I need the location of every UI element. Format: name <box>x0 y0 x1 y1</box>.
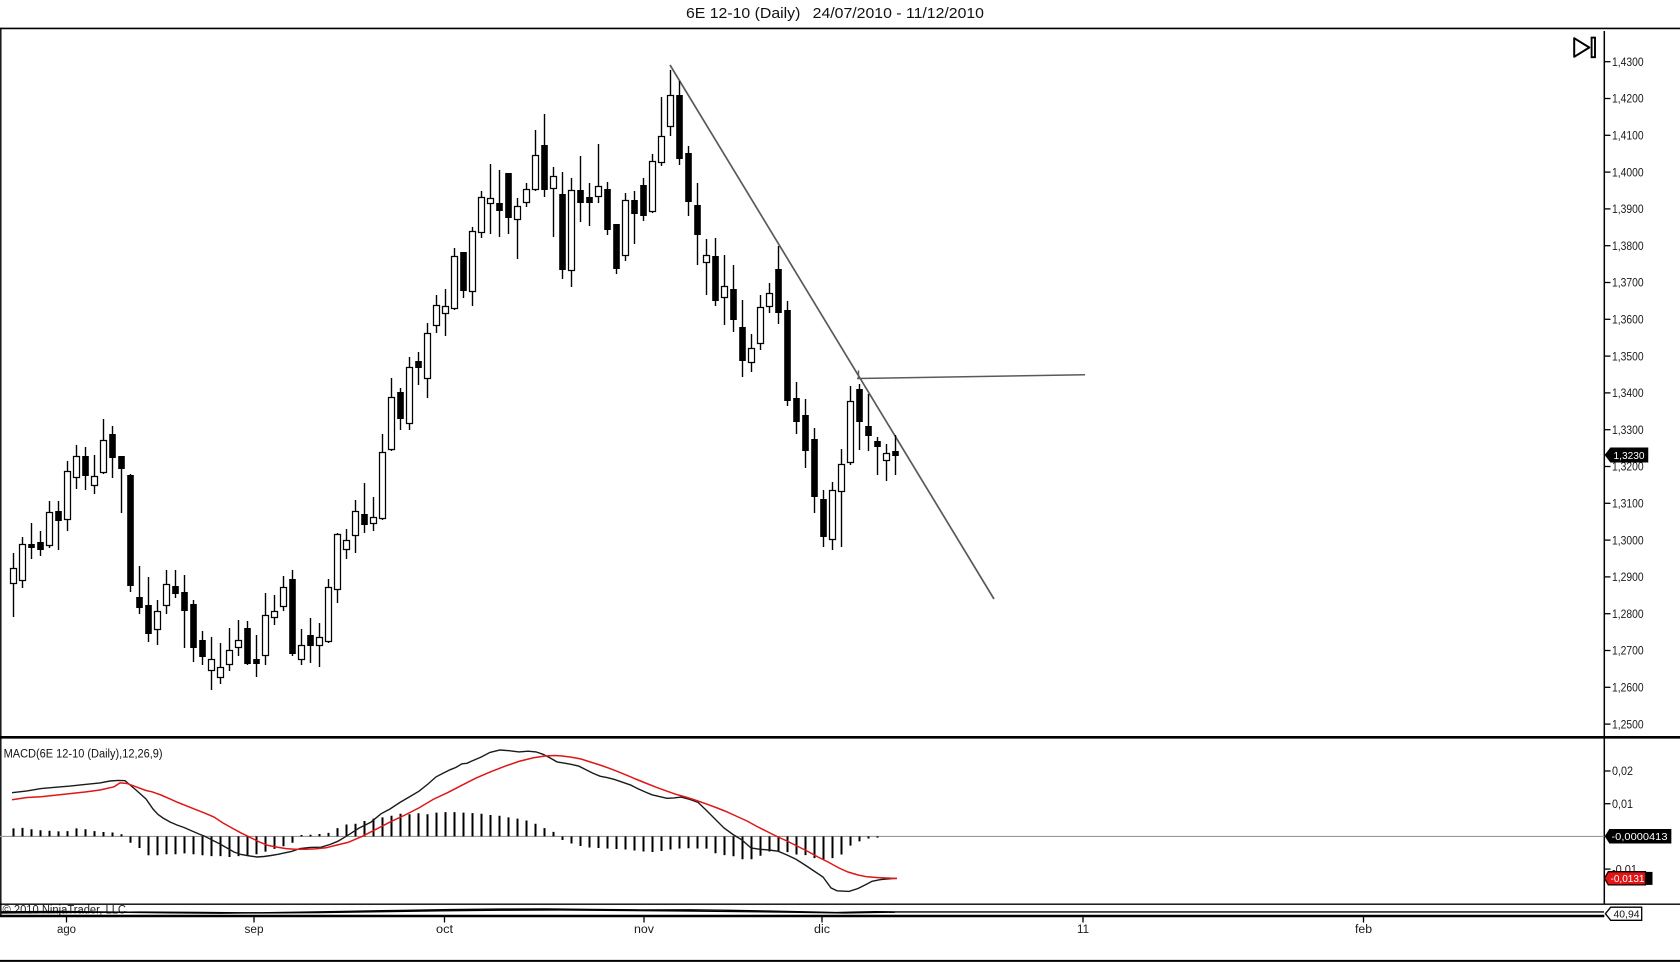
svg-text:1,4200: 1,4200 <box>1612 94 1644 106</box>
svg-text:1,3100: 1,3100 <box>1612 499 1644 511</box>
svg-text:1,3500: 1,3500 <box>1612 351 1644 363</box>
svg-text:1,2700: 1,2700 <box>1612 646 1644 658</box>
svg-text:dic: dic <box>814 924 830 936</box>
svg-text:6E 12-10 (Daily) 24/07/2010 -: 6E 12-10 (Daily) 24/07/2010 - 11/12/2010 <box>686 5 984 22</box>
svg-text:1,2600: 1,2600 <box>1612 683 1644 695</box>
svg-text:1,3800: 1,3800 <box>1612 241 1644 253</box>
svg-text:1,3600: 1,3600 <box>1612 315 1644 327</box>
svg-text:ago: ago <box>57 924 76 936</box>
svg-text:1,4300: 1,4300 <box>1612 57 1644 69</box>
svg-text:1,4100: 1,4100 <box>1612 131 1644 143</box>
svg-text:1,3400: 1,3400 <box>1612 388 1644 400</box>
svg-text:1,2800: 1,2800 <box>1612 609 1644 621</box>
svg-text:nov: nov <box>634 924 654 936</box>
svg-text:-0,0000413: -0,0000413 <box>1612 831 1668 843</box>
svg-text:sep: sep <box>245 924 264 936</box>
svg-text:© 2010 NinjaTrader, LLC: © 2010 NinjaTrader, LLC <box>3 905 127 917</box>
svg-text:-0,0131: -0,0131 <box>1611 873 1645 885</box>
svg-text:1,3200: 1,3200 <box>1612 462 1644 474</box>
svg-text:1,3700: 1,3700 <box>1612 278 1644 290</box>
svg-text:1,3230: 1,3230 <box>1614 450 1645 462</box>
svg-text:0,02: 0,02 <box>1612 766 1633 778</box>
svg-text:1,3000: 1,3000 <box>1612 535 1644 547</box>
svg-text:1,2900: 1,2900 <box>1612 572 1644 584</box>
svg-text:1,3300: 1,3300 <box>1612 425 1644 437</box>
svg-text:40,94: 40,94 <box>1614 909 1640 921</box>
svg-text:1,3900: 1,3900 <box>1612 204 1644 216</box>
svg-text:11: 11 <box>1077 924 1089 936</box>
svg-text:oct: oct <box>436 924 454 936</box>
svg-text:0,01: 0,01 <box>1612 799 1633 811</box>
svg-text:1,4000: 1,4000 <box>1612 167 1644 179</box>
svg-text:1,2500: 1,2500 <box>1612 719 1644 731</box>
svg-text:MACD(6E 12-10 (Daily),12,26,9): MACD(6E 12-10 (Daily),12,26,9) <box>4 749 163 761</box>
svg-text:feb: feb <box>1355 924 1372 936</box>
